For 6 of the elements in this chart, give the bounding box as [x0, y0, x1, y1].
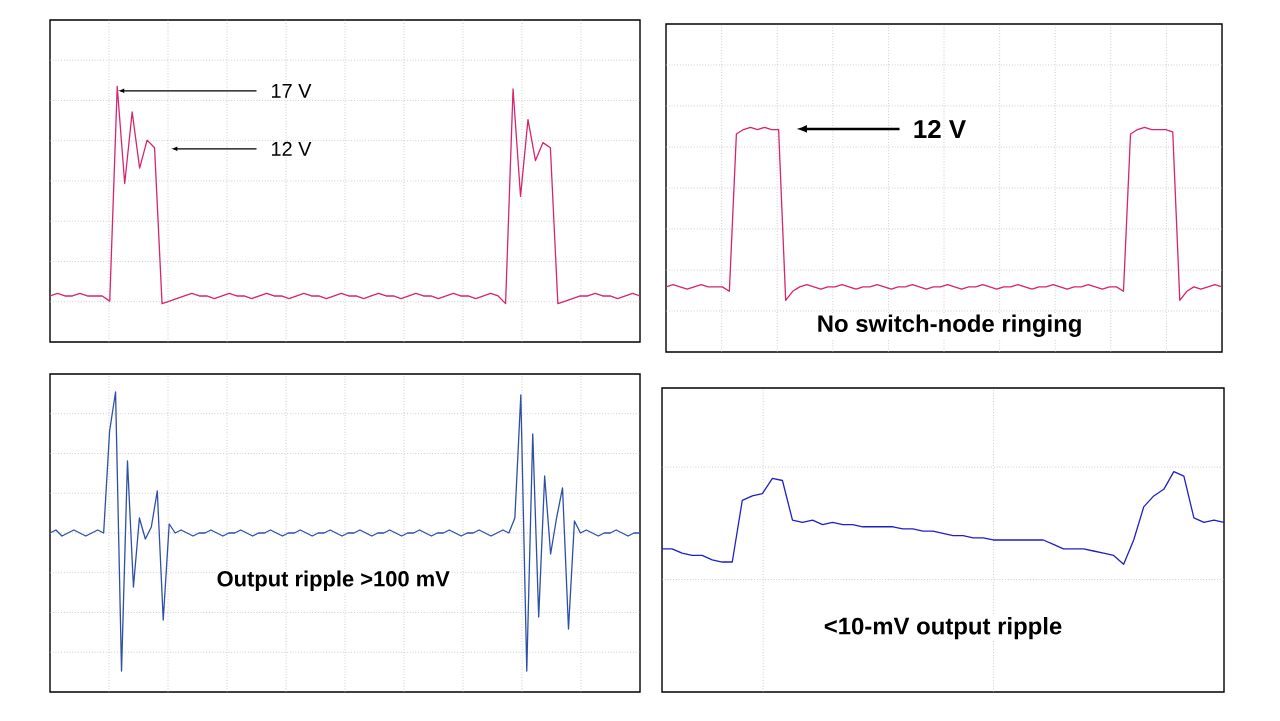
annotation: 12 V — [914, 119, 966, 138]
annotation: No switch-node ringing — [818, 314, 1081, 337]
annotation: Output ripple >100 mV — [217, 570, 450, 591]
annotation: 12 V — [272, 141, 312, 156]
annotation: 17 V — [272, 83, 312, 98]
annotation: <10-mV output ripple — [824, 617, 1062, 640]
